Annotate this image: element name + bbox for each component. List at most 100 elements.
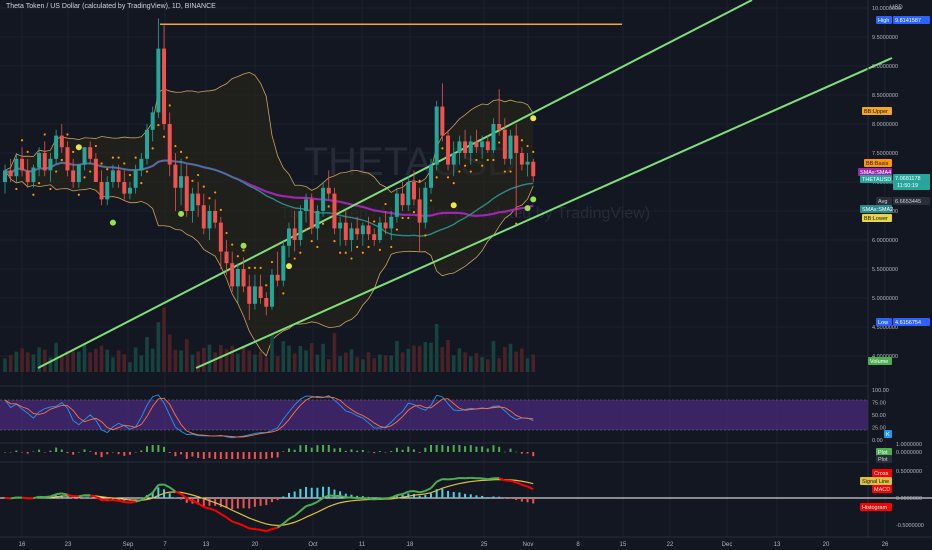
plot-bar [384,452,387,453]
price-pane[interactable] [3,0,893,372]
macd-histogram-bar [89,497,92,498]
candle-body [224,251,229,264]
candle-body [275,274,280,281]
macd-histogram-bar [344,493,347,498]
volume-bar [48,357,53,372]
plot-bar [163,446,166,452]
volume-bar [258,351,263,372]
macd-line-segment [124,501,131,504]
volume-bar [270,335,274,372]
sar-dot [327,205,330,208]
plot-pane[interactable]: 0.0000000 [4,445,922,459]
symbol-header[interactable]: Theta Token / US Dollar (calculated by T… [6,3,216,10]
volume-bar [457,348,462,372]
candle-body [76,164,81,182]
macd-line-segment [231,520,239,525]
plot-bar [401,449,404,452]
sar-dot [418,179,421,182]
current-symbol-tag [860,175,892,183]
signal-text: Signal Line [862,479,889,485]
sar-dot [265,284,268,287]
candle-body [25,170,30,182]
volume-bar [383,355,388,372]
sar-dot [145,170,149,173]
high-value-text: 9.8141587 [895,18,921,24]
macd-line-segment [243,524,250,530]
channel-lower-line [195,57,893,369]
macd-histogram-bar [327,486,330,498]
signal-dot [75,144,82,151]
volume-bar [94,348,98,372]
x-tick-label: 18 [407,542,414,548]
volume-bar [139,355,144,372]
current-price-text: 7.0681178 [895,176,921,182]
current-symbol-text: THETAUSD [862,177,891,183]
macd-line-segment [527,485,534,491]
macd-line-segment [101,498,108,502]
sar-dot [208,197,211,200]
candle-body [491,124,496,151]
plot-bar [236,452,239,459]
plot-tick-label: 0.0000000 [896,450,922,456]
macd-histogram-bar [310,487,313,498]
volume-bar [338,356,342,372]
sma4-text: SMAs:SMA4 [860,170,891,176]
macd-line-segment [277,522,284,529]
macd-histogram-bar [94,498,97,499]
volume-bar [309,343,314,372]
plot-bar [231,452,234,459]
macd-histogram-bar [202,498,205,507]
y-tick-label: 5.5000000 [872,267,898,273]
candle-body [360,225,365,235]
volume-bar [88,352,92,372]
macd-tick-label: 0.0000000 [896,496,922,502]
candle-body [167,124,172,165]
sar-dot [310,240,313,243]
volume-bar [3,358,7,372]
plot-bar [276,452,279,458]
sar-dot [395,228,399,231]
plot-bar [447,446,450,452]
candle-body [14,158,19,177]
macd-line-segment [271,526,278,531]
plot-bar [55,447,58,452]
macd-histogram-bar [134,498,137,500]
sar-dot [248,266,251,269]
bollinger-fill [5,72,534,356]
macd-line-segment [408,490,415,493]
sar-dot [191,179,194,182]
plot-bar [356,450,359,452]
candle-body [326,187,331,194]
macd-histogram-bar [208,498,211,506]
macd-line-segment [33,495,40,500]
macd-histogram-bar [72,498,75,499]
macd-line-segment [487,477,494,481]
macd-line-segment [10,496,17,500]
volume-bar [355,357,359,372]
sar-dot [219,208,222,211]
macd-histogram-bar [418,495,421,498]
volume-bar [128,362,132,372]
volume-bar [491,340,496,372]
volume-bar [99,345,104,372]
macd-pane[interactable]: 1.0000000 0.5000000 0.0000000 -0.5000000 [0,442,932,533]
candle-body [406,182,411,206]
candle-body [48,158,53,171]
macd-line-segment [192,499,199,505]
candle-body [150,112,155,130]
plot-bar [15,450,18,452]
stochastic-pane[interactable]: 100.00 75.00 50.00 25.00 0.00 [0,388,889,444]
macd-line-segment [402,490,409,496]
sar-dot [32,193,35,196]
macd-histogram-bar [248,498,251,509]
volume-bar [156,322,161,372]
volume-bar [54,342,58,372]
volume-bar [474,353,479,372]
volume-bar [332,333,337,372]
y-tick-label: 6.0000000 [872,238,898,244]
sar-dot [390,245,393,249]
plot-bar [316,445,319,452]
volume-bar [281,341,286,372]
sar-dot [344,251,347,254]
